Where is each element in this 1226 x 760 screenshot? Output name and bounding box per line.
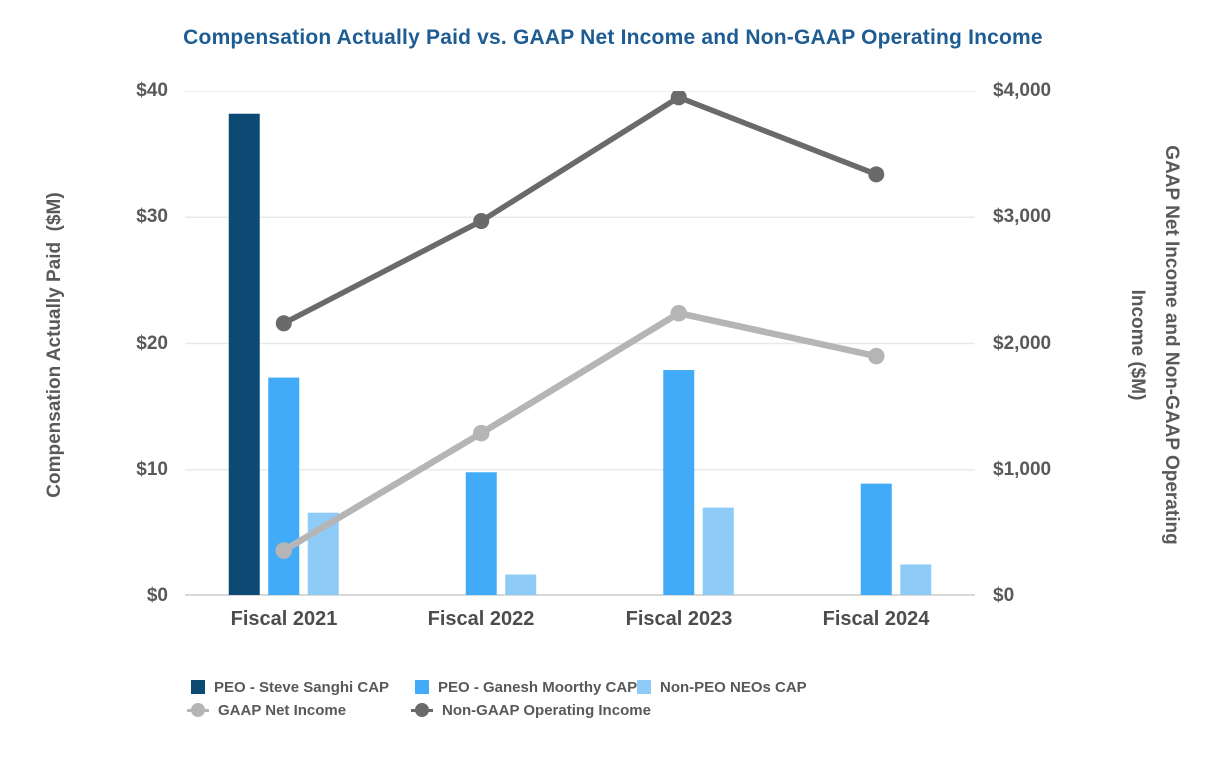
legend-item-non-gaap-operating-income: Non-GAAP Operating Income <box>411 699 651 721</box>
marker--non-gaap-operating-income--fiscal-2022 <box>473 213 490 230</box>
y-axis-right-title: GAAP Net Income and Non-GAAP Operating I… <box>1120 65 1188 625</box>
plot-svg <box>185 91 975 596</box>
y-axis-right-title-line2: Income ($M) <box>1127 289 1148 401</box>
bar--peo-ganesh-moorthy-cap--fiscal-2024 <box>860 483 892 595</box>
legend-label: Non-GAAP Operating Income <box>442 701 651 719</box>
line--non-gaap-operating-income <box>281 94 879 327</box>
y-axis-right-title-line1: GAAP Net Income and Non-GAAP Operating <box>1161 145 1182 545</box>
legend-item-gaap-net-income: GAAP Net Income <box>187 699 346 721</box>
y-right-tick-3000: $3,000 <box>993 206 1052 227</box>
bar--non-peo-neos-cap--fiscal-2022 <box>505 574 537 595</box>
x-label-fiscal-2022: Fiscal 2022 <box>427 608 535 630</box>
y-left-tick-30: $30 <box>136 206 168 227</box>
y-axis-left-title: Compensation Actually Paid ($M) <box>44 192 65 498</box>
y-left-tick-10: $10 <box>136 459 168 480</box>
chart-title: Compensation Actually Paid vs. GAAP Net … <box>183 26 1043 49</box>
marker--gaap-net-income--fiscal-2022 <box>472 424 490 442</box>
line-marker-icon <box>411 703 433 717</box>
legend-item-non-peo-neos-cap: Non-PEO NEOs CAP <box>637 676 807 698</box>
marker--non-gaap-operating-income--fiscal-2021 <box>275 315 292 332</box>
legend-label: PEO - Ganesh Moorthy CAP <box>438 678 638 696</box>
marker--non-gaap-operating-income--fiscal-2023 <box>670 91 687 106</box>
y-axis-right: $4,000 $3,000 $2,000 $1,000 $0 <box>993 80 1123 606</box>
bar-swatch-icon <box>191 680 205 694</box>
bar-swatch-icon <box>637 680 651 694</box>
bar--peo-ganesh-moorthy-cap--fiscal-2021 <box>268 377 300 595</box>
line--gaap-net-income <box>280 309 880 554</box>
bar--non-peo-neos-cap--fiscal-2023 <box>702 507 734 595</box>
legend-label: PEO - Steve Sanghi CAP <box>214 678 390 696</box>
x-label-fiscal-2021: Fiscal 2021 <box>230 608 338 630</box>
x-label-fiscal-2024: Fiscal 2024 <box>822 608 930 630</box>
legend-label: GAAP Net Income <box>218 701 347 719</box>
bar--non-peo-neos-cap--fiscal-2024 <box>900 564 932 595</box>
y-right-tick-1000: $1,000 <box>993 459 1052 480</box>
y-left-tick-40: $40 <box>136 80 168 101</box>
line-marker-icon <box>187 703 209 717</box>
y-right-tick-4000: $4,000 <box>993 80 1052 101</box>
bar-swatch-icon <box>415 680 429 694</box>
bar--peo-ganesh-moorthy-cap--fiscal-2022 <box>465 472 497 595</box>
legend-item-ganesh-moorthy-cap: PEO - Ganesh Moorthy CAP <box>415 676 637 698</box>
x-axis: Fiscal 2021 Fiscal 2022 Fiscal 2023 Fisc… <box>185 608 975 634</box>
bar--peo-steve-sanghi-cap--fiscal-2021 <box>228 113 260 595</box>
y-left-tick-20: $20 <box>136 333 168 354</box>
y-right-tick-2000: $2,000 <box>993 333 1052 354</box>
legend-label: Non-PEO NEOs CAP <box>660 678 807 696</box>
bar--peo-ganesh-moorthy-cap--fiscal-2023 <box>663 370 695 595</box>
y-right-tick-0: $0 <box>993 585 1015 606</box>
x-label-fiscal-2023: Fiscal 2023 <box>625 608 733 630</box>
marker--gaap-net-income--fiscal-2021 <box>275 542 293 559</box>
y-left-tick-0: $0 <box>146 585 168 606</box>
y-axis-left: $40 $30 $20 $10 $0 <box>0 80 168 606</box>
legend-row-1: PEO - Steve Sanghi CAP PEO - Ganesh Moor… <box>0 676 1226 698</box>
marker--gaap-net-income--fiscal-2024 <box>867 347 885 365</box>
legend-row-2: GAAP Net Income Non-GAAP Operating Incom… <box>0 699 1226 721</box>
legend-item-steve-sanghi-cap: PEO - Steve Sanghi CAP <box>191 676 389 698</box>
marker--gaap-net-income--fiscal-2023 <box>670 304 688 322</box>
marker--non-gaap-operating-income--fiscal-2024 <box>868 166 885 183</box>
